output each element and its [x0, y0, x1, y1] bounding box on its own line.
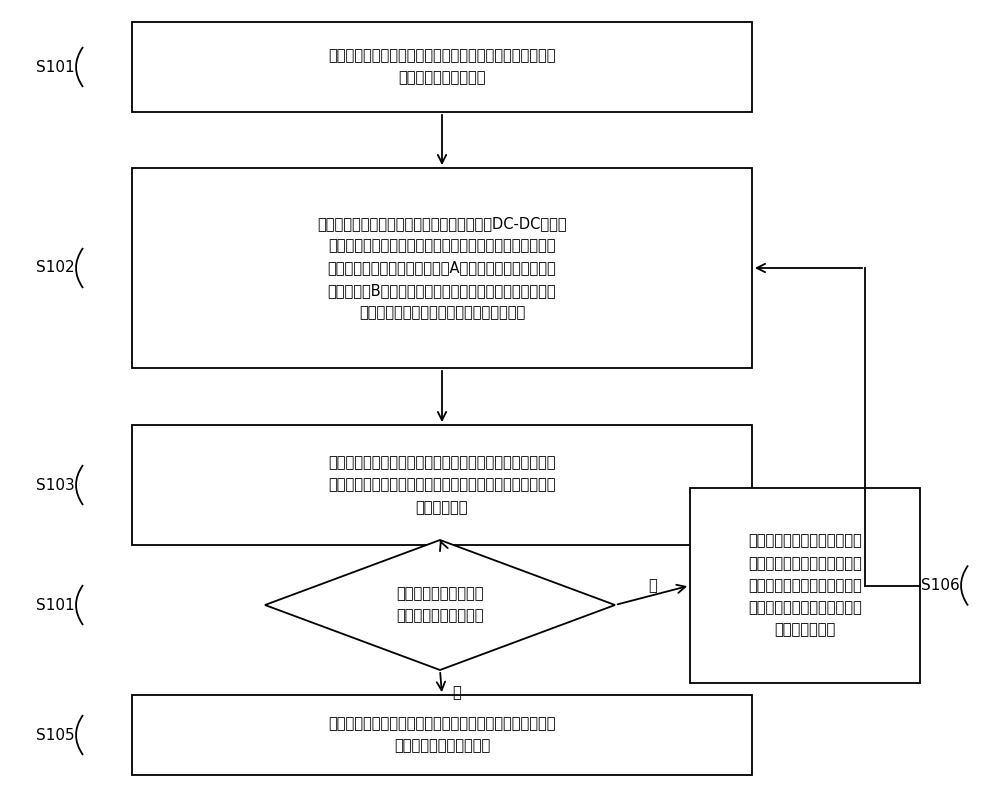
Text: S105: S105 — [36, 728, 74, 743]
Text: 信号峰值检测电路获取经增益调整的输出信号的信号峰值，
微处理器读取该信号峰值，判断该信号峰值是否落入输出信
号幅值范围内: 信号峰值检测电路获取经增益调整的输出信号的信号峰值， 微处理器读取该信号峰值，判… — [328, 455, 556, 515]
Text: S101: S101 — [36, 60, 74, 75]
Text: S106: S106 — [921, 578, 959, 593]
Bar — [132, 695, 752, 775]
Bar — [132, 22, 752, 112]
Text: 判断该信号峰值是否落
入输出信号幅值范围内: 判断该信号峰值是否落 入输出信号幅值范围内 — [396, 586, 484, 623]
Text: S101: S101 — [36, 597, 74, 612]
Text: 是: 是 — [452, 685, 461, 700]
Polygon shape — [265, 540, 615, 670]
Text: 微处理器按照预设的激发电压值控制电压可调DC-DC产生激
发电压，激发电压控制激发电路和开关电路产生激发波，激
发波激发测量声道发射端换能器A产生超声波，测量声: 微处理器按照预设的激发电压值控制电压可调DC-DC产生激 发电压，激发电压控制激… — [317, 216, 567, 320]
Text: S103: S103 — [36, 478, 74, 493]
Bar — [690, 488, 920, 683]
Text: S102: S102 — [36, 260, 74, 276]
Text: 微处理器读取预设各测量声道的激发电压值、放大器增益值
以及输出信号幅值范围: 微处理器读取预设各测量声道的激发电压值、放大器增益值 以及输出信号幅值范围 — [328, 49, 556, 86]
Text: 微处理器利用经增益调整的输
出信号、目标信号幅值、当前
放大器增益值计算得到新的放
大器增益值，并调整增益可调
整放大器的增益: 微处理器利用经增益调整的输 出信号、目标信号幅值、当前 放大器增益值计算得到新的… — [748, 534, 862, 637]
Text: 否: 否 — [648, 578, 657, 593]
Text: 将该经增益调整的输出信号输入比较器，与比较电压进行比
较处理，并输出停止脉冲: 将该经增益调整的输出信号输入比较器，与比较电压进行比 较处理，并输出停止脉冲 — [328, 716, 556, 754]
Bar — [132, 425, 752, 545]
Bar — [132, 168, 752, 368]
